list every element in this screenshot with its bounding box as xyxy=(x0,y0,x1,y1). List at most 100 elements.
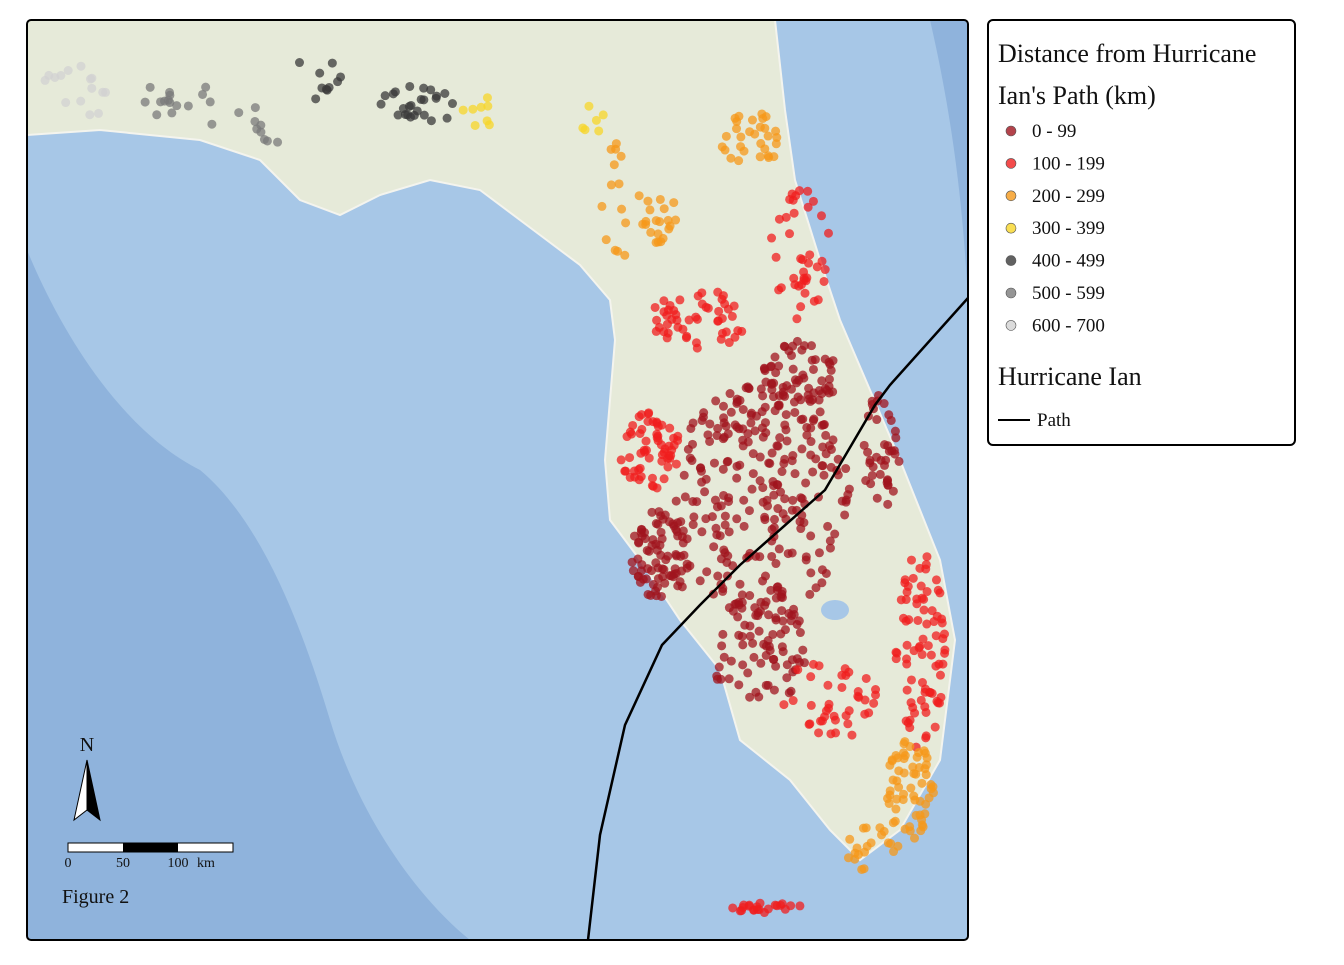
location-dot xyxy=(689,512,699,522)
location-dot xyxy=(889,446,899,456)
location-dot xyxy=(393,110,403,120)
legend-label: 300 - 399 xyxy=(1032,218,1105,239)
location-dot xyxy=(165,87,175,97)
location-dot xyxy=(766,361,776,371)
location-dot xyxy=(691,312,701,322)
location-dot xyxy=(922,552,932,562)
location-dot xyxy=(311,94,321,104)
location-dot xyxy=(697,527,707,537)
legend-title: Hurricane Ian xyxy=(998,362,1142,391)
location-dot xyxy=(795,901,805,911)
location-dot xyxy=(922,753,932,763)
location-dot xyxy=(792,314,802,324)
location-dot xyxy=(718,434,728,444)
location-dot xyxy=(890,816,900,826)
location-dot xyxy=(736,132,746,142)
location-dot xyxy=(764,610,774,620)
location-dot xyxy=(682,534,692,544)
location-dot xyxy=(784,609,794,619)
location-dot xyxy=(816,716,826,726)
location-dot xyxy=(167,108,177,118)
location-dot xyxy=(826,729,836,739)
location-dot xyxy=(853,687,863,697)
location-dot xyxy=(656,550,666,560)
location-dot xyxy=(749,652,759,662)
location-dot xyxy=(696,466,706,476)
location-dot xyxy=(891,433,901,443)
location-dot xyxy=(758,576,768,586)
location-dot xyxy=(861,823,871,833)
location-dot xyxy=(767,551,777,561)
location-dot xyxy=(702,567,712,577)
location-dot xyxy=(639,445,649,455)
location-dot xyxy=(778,647,788,657)
location-dot xyxy=(830,529,840,539)
location-dot xyxy=(777,467,787,477)
location-dot xyxy=(426,85,436,95)
location-dot xyxy=(761,377,771,387)
location-dot xyxy=(697,288,707,298)
location-dot xyxy=(643,589,653,599)
location-dot xyxy=(932,696,942,706)
location-dot xyxy=(641,436,651,446)
location-dot xyxy=(940,645,950,655)
location-dot xyxy=(724,527,734,537)
location-dot xyxy=(824,374,834,384)
location-dot xyxy=(840,510,850,520)
location-dot xyxy=(671,459,681,469)
location-dot xyxy=(388,89,398,99)
location-dot xyxy=(683,444,693,454)
location-dot xyxy=(738,640,748,650)
location-dot xyxy=(718,464,728,474)
location-dot xyxy=(776,487,786,497)
location-dot xyxy=(755,452,765,462)
location-dot xyxy=(198,89,208,99)
location-dot xyxy=(701,514,711,524)
location-dot xyxy=(756,384,766,394)
location-dot xyxy=(906,783,916,793)
location-dot xyxy=(927,688,937,698)
location-dot xyxy=(911,769,921,779)
location-dot xyxy=(908,762,918,772)
location-dot xyxy=(813,295,823,305)
scale-label: 0 xyxy=(65,856,72,871)
location-dot xyxy=(643,417,653,427)
location-dot xyxy=(156,97,166,107)
location-dot xyxy=(796,493,806,503)
location-dot xyxy=(775,433,785,443)
location-dot xyxy=(793,665,803,675)
location-dot xyxy=(755,898,765,908)
location-dot xyxy=(902,587,912,597)
location-dot xyxy=(709,542,719,552)
location-dot xyxy=(861,673,871,683)
location-dot xyxy=(837,682,847,692)
location-dot xyxy=(419,110,429,120)
location-dot xyxy=(717,641,727,651)
location-dot xyxy=(725,389,735,399)
location-dot xyxy=(776,592,786,602)
location-dot xyxy=(594,126,604,136)
legend-swatch xyxy=(1005,320,1017,331)
location-dot xyxy=(723,551,733,561)
location-dot xyxy=(419,83,429,93)
location-dot xyxy=(767,524,777,534)
legend-label: 100 - 199 xyxy=(1032,153,1105,174)
location-dot xyxy=(673,322,683,332)
location-dot xyxy=(886,839,896,849)
location-dot xyxy=(61,98,71,108)
location-dot xyxy=(796,395,806,405)
location-dot xyxy=(896,595,906,605)
location-dot xyxy=(841,464,851,474)
location-dot xyxy=(906,555,916,565)
location-dot xyxy=(786,901,796,911)
location-dot xyxy=(902,685,912,695)
location-dot xyxy=(821,430,831,440)
location-dot xyxy=(871,690,881,700)
location-dot xyxy=(655,540,665,550)
location-dot xyxy=(732,514,742,524)
location-dot xyxy=(806,531,816,541)
legend-swatch xyxy=(1005,255,1017,266)
location-dot xyxy=(601,235,611,245)
